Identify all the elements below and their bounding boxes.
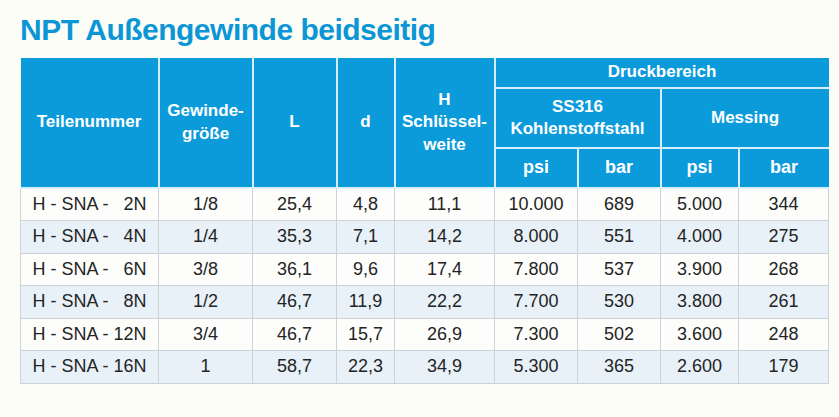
cell-ss316-bar: 502 [578, 318, 661, 351]
cell-ss316-bar: 365 [578, 351, 661, 384]
cell-messing-psi: 3.900 [661, 253, 739, 286]
cell-gewindegroesse: 1 [159, 351, 253, 384]
part-number: H - SNA -16N [33, 356, 147, 377]
header-messing: Messing [661, 88, 829, 148]
page-title: NPT Außengewinde beidseitig [20, 13, 839, 47]
cell-messing-psi: 3.800 [661, 286, 739, 319]
cell-ss316-bar: 551 [578, 221, 661, 254]
cell-ss316-bar: 530 [578, 286, 661, 319]
cell-ss316-bar: 537 [578, 253, 661, 286]
cell-l: 35,3 [253, 221, 337, 254]
cell-messing-psi: 2.600 [661, 351, 739, 384]
cell-messing-bar: 344 [739, 188, 829, 221]
part-suffix: 2N [123, 194, 146, 215]
cell-messing-bar: 268 [739, 253, 829, 286]
cell-gewindegroesse: 1/2 [159, 286, 253, 319]
cell-teilenummer: H - SNA - 8N [21, 286, 159, 319]
cell-ss316-bar: 689 [578, 188, 661, 221]
part-number: H - SNA -12N [33, 324, 147, 345]
table-row: H - SNA -16N 158,722,334,95.3003652.60017… [21, 351, 829, 384]
cell-ss316-psi: 7.300 [495, 318, 578, 351]
header-gewindegroesse: Gewinde- größe [159, 58, 253, 188]
cell-teilenummer: H - SNA - 6N [21, 253, 159, 286]
cell-messing-bar: 179 [739, 351, 829, 384]
cell-gewindegroesse: 1/4 [159, 221, 253, 254]
cell-l: 25,4 [253, 188, 337, 221]
table-row: H - SNA - 2N 1/825,44,811,110.0006895.0003… [21, 188, 829, 221]
part-suffix: 12N [113, 324, 146, 345]
part-prefix: H - SNA - [33, 259, 109, 280]
cell-l: 58,7 [253, 351, 337, 384]
cell-l: 36,1 [253, 253, 337, 286]
cell-messing-bar: 275 [739, 221, 829, 254]
table-row: H - SNA - 8N 1/246,711,922,27.7005303.8002… [21, 286, 829, 319]
cell-ss316-psi: 5.300 [495, 351, 578, 384]
cell-teilenummer: H - SNA -16N [21, 351, 159, 384]
npt-dimensions-table: Teilenummer Gewinde- größe L d H Schlüss… [20, 58, 829, 384]
cell-teilenummer: H - SNA - 4N [21, 221, 159, 254]
cell-gewindegroesse: 1/8 [159, 188, 253, 221]
cell-ss316-psi: 7.800 [495, 253, 578, 286]
table-row: H - SNA - 6N 3/836,19,617,47.8005373.90026… [21, 253, 829, 286]
cell-l: 46,7 [253, 318, 337, 351]
cell-messing-psi: 5.000 [661, 188, 739, 221]
cell-schluesselweite: 22,2 [395, 286, 495, 319]
header-row-1: Teilenummer Gewinde- größe L d H Schlüss… [21, 58, 829, 88]
header-l: L [253, 58, 337, 188]
cell-schluesselweite: 14,2 [395, 221, 495, 254]
header-druckbereich: Druckbereich [495, 58, 829, 88]
cell-schluesselweite: 26,9 [395, 318, 495, 351]
cell-messing-psi: 4.000 [661, 221, 739, 254]
cell-schluesselweite: 34,9 [395, 351, 495, 384]
part-suffix: 4N [123, 226, 146, 247]
cell-messing-psi: 3.600 [661, 318, 739, 351]
cell-messing-bar: 248 [739, 318, 829, 351]
cell-d: 9,6 [337, 253, 395, 286]
cell-d: 7,1 [337, 221, 395, 254]
table-body: H - SNA -2N1/825,44,811,110.0006895.0003… [21, 188, 829, 383]
header-d: d [337, 58, 395, 188]
cell-d: 22,3 [337, 351, 395, 384]
cell-teilenummer: H - SNA -12N [21, 318, 159, 351]
header-ss316-bar: bar [578, 148, 661, 188]
part-suffix: 6N [123, 259, 146, 280]
part-prefix: H - SNA - [33, 226, 109, 247]
table-row: H - SNA -12N 3/446,715,726,97.3005023.600… [21, 318, 829, 351]
table-header: Teilenummer Gewinde- größe L d H Schlüss… [21, 58, 829, 188]
cell-d: 4,8 [337, 188, 395, 221]
part-suffix: 16N [113, 356, 146, 377]
part-number: H - SNA - 6N [33, 259, 147, 280]
header-teilenummer: Teilenummer [21, 58, 159, 188]
cell-d: 15,7 [337, 318, 395, 351]
part-number: H - SNA - 4N [33, 226, 147, 247]
header-messing-bar: bar [739, 148, 829, 188]
cell-schluesselweite: 17,4 [395, 253, 495, 286]
header-ss316-psi: psi [495, 148, 578, 188]
cell-l: 46,7 [253, 286, 337, 319]
part-suffix: 8N [123, 291, 146, 312]
header-schluesselweite: H Schlüssel- weite [395, 58, 495, 188]
part-number: H - SNA - 2N [33, 194, 147, 215]
header-ss316-kohlenstoffstahl: SS316 Kohlenstoffstahl [495, 88, 661, 148]
cell-messing-bar: 261 [739, 286, 829, 319]
cell-ss316-psi: 7.700 [495, 286, 578, 319]
header-messing-psi: psi [661, 148, 739, 188]
cell-ss316-psi: 8.000 [495, 221, 578, 254]
part-prefix: H - SNA - [33, 356, 109, 377]
part-prefix: H - SNA - [33, 291, 109, 312]
table-row: H - SNA - 4N 1/435,37,114,28.0005514.00027… [21, 221, 829, 254]
cell-d: 11,9 [337, 286, 395, 319]
part-prefix: H - SNA - [33, 324, 109, 345]
catalog-page: NPT Außengewinde beidseitig Teilenummer … [0, 13, 839, 417]
cell-schluesselweite: 11,1 [395, 188, 495, 221]
part-number: H - SNA - 8N [33, 291, 147, 312]
cell-teilenummer: H - SNA - 2N [21, 188, 159, 221]
part-prefix: H - SNA - [33, 194, 109, 215]
cell-gewindegroesse: 3/8 [159, 253, 253, 286]
cell-ss316-psi: 10.000 [495, 188, 578, 221]
cell-gewindegroesse: 3/4 [159, 318, 253, 351]
